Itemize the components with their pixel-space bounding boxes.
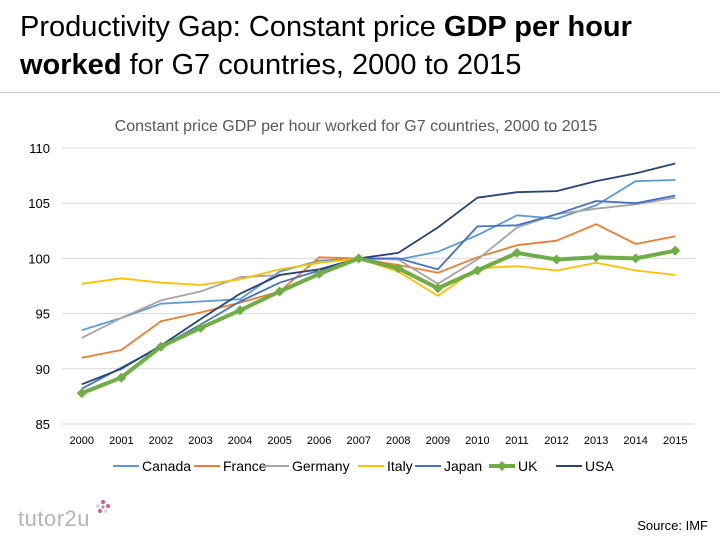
legend-label-germany: Germany (292, 458, 350, 474)
legend-label-japan: Japan (444, 458, 482, 474)
uk-marker-2012 (551, 254, 562, 265)
uk-marker-2015 (670, 245, 681, 256)
uk-marker-2005 (274, 286, 285, 297)
brand-logo-icon (96, 499, 110, 513)
title-bold1: GDP per hour (443, 11, 632, 43)
legend-marker-uk (497, 461, 507, 471)
title-part2: for G7 countries, 2000 to 2015 (121, 49, 522, 81)
x-tick-label-2011: 2011 (505, 435, 529, 447)
x-tick-label-2000: 2000 (70, 435, 94, 447)
y-tick-label-110: 110 (29, 141, 50, 156)
series-line-france (81, 223, 676, 359)
x-tick-label-2009: 2009 (426, 435, 450, 447)
brand-logo-text: tutor2u (18, 506, 90, 531)
series-line-usa (81, 162, 676, 386)
legend: Canada France Germany Italy Japan UK USA (113, 458, 614, 474)
uk-marker-2009 (432, 283, 443, 294)
legend-label-usa: USA (585, 458, 614, 474)
uk-marker-2004 (235, 305, 246, 316)
x-tick-label-2014: 2014 (623, 435, 647, 447)
uk-marker-2007 (353, 253, 364, 264)
title-divider (0, 92, 720, 93)
y-tick-label-100: 100 (28, 251, 50, 266)
uk-marker-2011 (511, 247, 522, 258)
x-axis: 2000 2001 2002 2003 2004 2005 2006 2007 2008 2009… (70, 435, 688, 447)
x-tick-label-2007: 2007 (346, 435, 370, 447)
y-axis: 85 90 95 100 105 110 (28, 141, 50, 432)
source-note: Source: IMF (637, 518, 708, 533)
legend-label-france: France (223, 458, 267, 474)
series-lines (76, 162, 681, 399)
uk-marker-2014 (630, 253, 641, 264)
legend-label-uk: UK (518, 458, 538, 474)
uk-marker-2008 (393, 263, 404, 274)
legend-label-italy: Italy (387, 458, 413, 474)
x-tick-label-2003: 2003 (188, 435, 212, 447)
series-line-germany (81, 196, 676, 339)
title-bold2: worked (20, 49, 122, 81)
y-tick-label-90: 90 (36, 362, 50, 377)
uk-marker-2001 (116, 372, 127, 383)
x-tick-label-2012: 2012 (544, 435, 568, 447)
x-tick-label-2006: 2006 (307, 435, 331, 447)
slide-title: Productivity Gap: Constant price GDP per… (20, 8, 710, 84)
y-tick-label-95: 95 (36, 307, 50, 322)
y-tick-label-105: 105 (28, 196, 50, 211)
y-tick-label-85: 85 (36, 417, 50, 432)
series-line-uk (81, 248, 676, 395)
gridlines (62, 147, 695, 425)
x-tick-label-2001: 2001 (109, 435, 133, 447)
x-tick-label-2015: 2015 (663, 435, 687, 447)
uk-marker-2010 (472, 265, 483, 276)
title-part1: Productivity Gap: Constant price (20, 11, 444, 43)
uk-marker-2003 (195, 322, 206, 333)
uk-marker-2000 (76, 388, 87, 399)
x-tick-label-2010: 2010 (465, 435, 489, 447)
x-tick-label-2004: 2004 (228, 435, 252, 447)
chart-title: Constant price GDP per hour worked for G… (115, 118, 598, 135)
uk-marker-2013 (591, 252, 602, 263)
uk-marker-2002 (155, 341, 166, 352)
series-line-japan (81, 194, 676, 390)
x-tick-label-2008: 2008 (386, 435, 410, 447)
legend-label-canada: Canada (142, 458, 191, 474)
x-tick-label-2013: 2013 (584, 435, 608, 447)
uk-marker-2006 (314, 268, 325, 279)
x-tick-label-2002: 2002 (149, 435, 173, 447)
x-tick-label-2005: 2005 (267, 435, 291, 447)
